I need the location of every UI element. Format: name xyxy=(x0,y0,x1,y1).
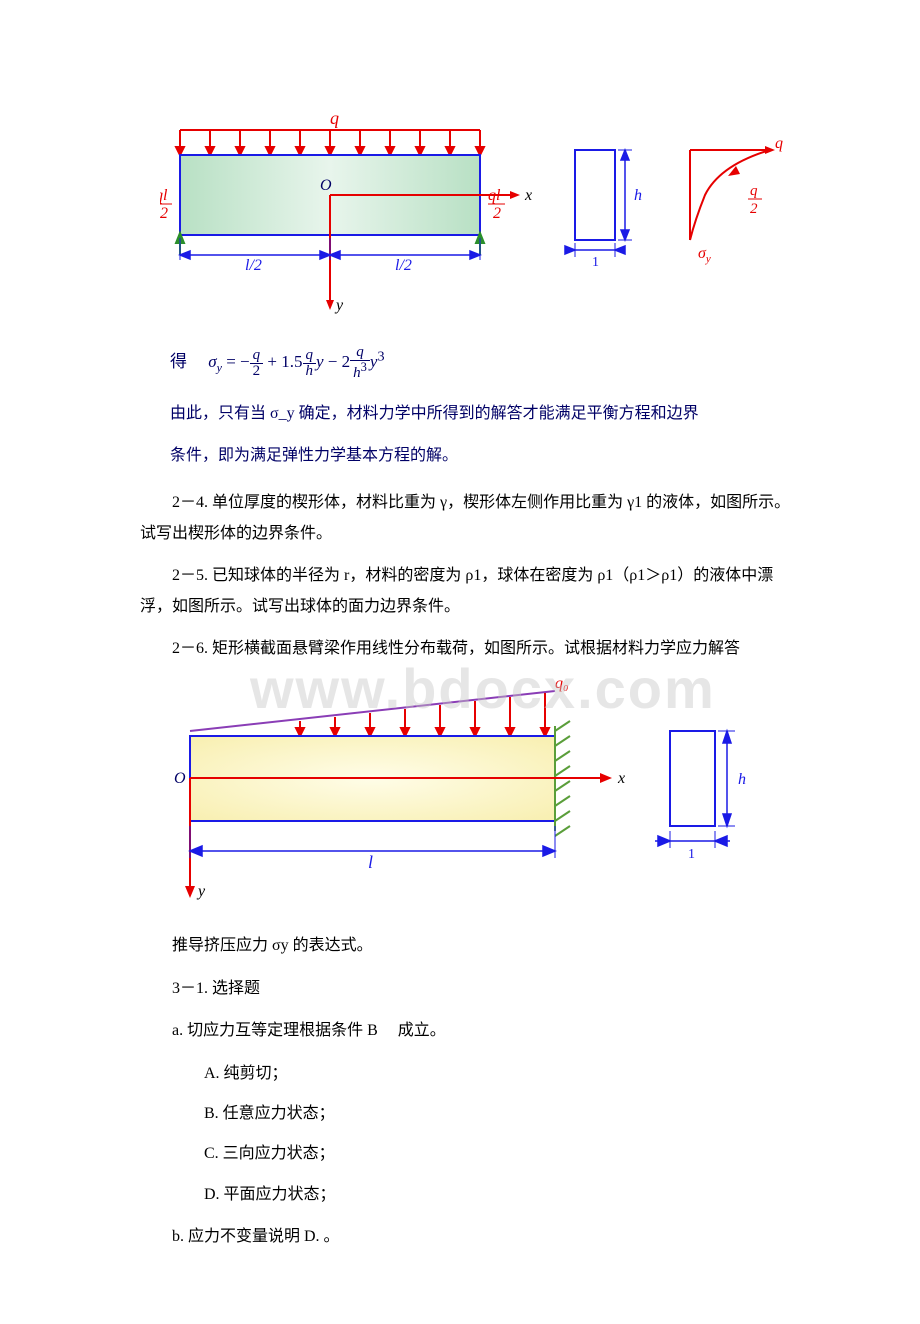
note-line-1: 由此，只有当 σ_y 确定，材料力学中所得到的解答才能满足平衡方程和边界 xyxy=(170,396,800,431)
sec-w: 1 xyxy=(688,847,695,862)
y-axis-label: y xyxy=(334,297,344,314)
note-line-2: 条件，即为满足弹性力学基本方程的解。 xyxy=(170,438,800,473)
svg-text:ql: ql xyxy=(160,187,168,204)
l2-right: l/2 xyxy=(395,257,412,274)
x-axis: x xyxy=(617,770,625,787)
svg-text:2: 2 xyxy=(750,201,758,217)
span-l: l xyxy=(368,852,373,872)
problem-3-1: 3－1. 选择题 xyxy=(140,974,800,1004)
section-h: h xyxy=(634,187,642,204)
equation-sigma-y: 得 σy = −q2 + 1.5qhy − 2qh3y3 xyxy=(170,345,800,381)
svg-text:q: q xyxy=(750,183,758,199)
sigma-y-label: σy xyxy=(698,245,711,265)
problem-2-5: 2－5. 已知球体的半径为 r，材料的密度为 ρ1，球体在密度为 ρ1（ρ1＞ρ… xyxy=(140,561,800,622)
origin-label: O xyxy=(320,177,332,194)
section-w: 1 xyxy=(592,255,599,270)
q-top: q xyxy=(775,135,783,152)
q-label: q xyxy=(330,110,339,128)
problem-2-4: 2－4. 单位厚度的楔形体，材料比重为 γ，楔形体左侧作用比重为 γ1 的液体，… xyxy=(140,488,800,549)
q0-label: q₀ xyxy=(555,676,569,692)
option-a-B: B. 任意应力状态； xyxy=(140,1099,800,1129)
option-a-C: C. 三向应力状态； xyxy=(140,1139,800,1169)
problem-2-6-b: 推导挤压应力 σy 的表达式。 xyxy=(140,931,800,961)
svg-text:2: 2 xyxy=(493,205,501,222)
sec-h: h xyxy=(738,771,746,788)
figure-cantilever: www.bdocx.com q₀ xyxy=(160,676,800,911)
svg-text:2: 2 xyxy=(160,205,168,222)
y-axis: y xyxy=(196,883,206,900)
option-a-D: D. 平面应力状态； xyxy=(140,1180,800,1210)
problem-2-6-a: 2－6. 矩形横截面悬臂梁作用线性分布载荷，如图所示。试根据材料力学应力解答 xyxy=(140,634,800,664)
l2-left: l/2 xyxy=(245,257,262,274)
question-a: a. 切应力互等定理根据条件 B 成立。 xyxy=(140,1016,800,1046)
question-b: b. 应力不变量说明 D. 。 xyxy=(140,1222,800,1252)
option-a-A: A. 纯剪切； xyxy=(140,1059,800,1089)
origin-o: O xyxy=(174,770,186,787)
figure-beam-udl: q O x y xyxy=(160,110,800,325)
x-axis-label: x xyxy=(524,187,532,204)
svg-text:ql: ql xyxy=(488,187,501,204)
